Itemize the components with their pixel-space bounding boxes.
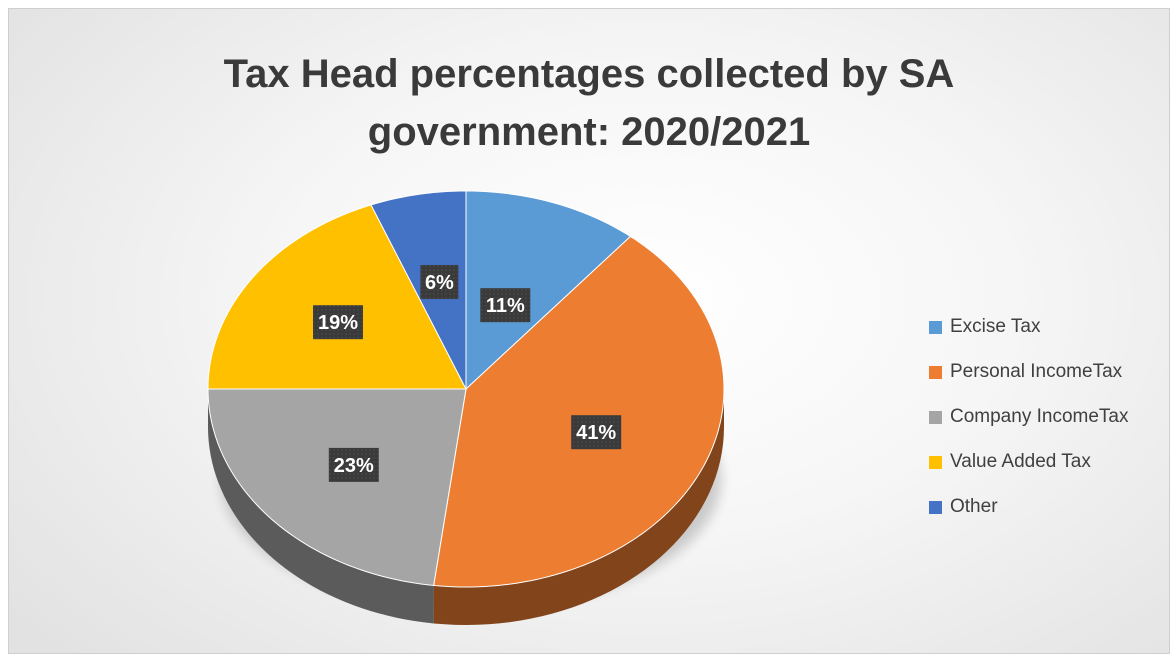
data-label-box: [571, 415, 622, 450]
pie-slice-company-incometax: [207, 388, 467, 586]
legend-swatch: [929, 320, 942, 334]
pie-slice-value-added-tax: [207, 204, 467, 390]
legend-item-personal-incometax: Personal IncomeTax: [929, 354, 1128, 390]
legend-label: Personal IncomeTax: [950, 361, 1123, 382]
legend-item-value-added-tax: Value Added Tax: [929, 444, 1128, 480]
legend-swatch: [929, 500, 942, 514]
legend: Excise Tax Personal IncomeTax Company Inco…: [929, 309, 1128, 534]
pie-sides: [208, 389, 724, 625]
data-label-personal-incometax: 41%: [571, 415, 622, 450]
data-label-text: 6%: [425, 272, 454, 294]
data-label-text: 19%: [318, 312, 358, 334]
legend-item-excise-tax: Excise Tax: [929, 309, 1128, 345]
pie-labels: 11% 41% 23% 19% 6%: [313, 265, 622, 482]
data-label-box: [420, 265, 459, 299]
pie-slice-personal-incometax: [433, 235, 725, 588]
pie-side-personal-incometax: [433, 389, 724, 625]
data-label-other: 6%: [420, 265, 459, 299]
legend-label: Company IncomeTax: [950, 406, 1129, 427]
chart-area: Tax Head percentages collected by SA gov…: [8, 8, 1170, 654]
pie-slice-excise-tax: [465, 190, 632, 391]
data-label-text: 23%: [334, 455, 374, 477]
legend-item-other: Other: [929, 489, 1128, 525]
legend-swatch: [929, 455, 942, 469]
pie-side-company-incometax: [208, 389, 434, 624]
legend-item-company-incometax: Company IncomeTax: [929, 399, 1128, 435]
legend-label: Excise Tax: [950, 316, 1041, 337]
data-label-box: [313, 305, 363, 340]
data-label-text: 11%: [486, 295, 525, 317]
chart-title-line-2: government: 2020/2021: [367, 110, 811, 154]
pie-slice-other: [370, 190, 467, 390]
legend-label: Value Added Tax: [950, 451, 1091, 472]
legend-swatch: [929, 365, 942, 379]
pie-tops: [207, 190, 725, 588]
chart-title-line-1: Tax Head percentages collected by SA: [223, 52, 955, 96]
data-label-company-incometax: 23%: [328, 447, 379, 482]
chart-title: Tax Head percentages collected by SA gov…: [9, 45, 1169, 161]
data-label-text: 41%: [576, 422, 616, 444]
legend-swatch: [929, 410, 942, 424]
data-label-box: [480, 288, 531, 323]
data-label-box: [328, 447, 379, 482]
legend-label: Other: [950, 496, 998, 517]
pie-chart: 11% 41% 23% 19% 6%: [207, 190, 725, 625]
data-label-excise-tax: 11%: [480, 288, 531, 323]
data-label-value-added-tax: 19%: [313, 305, 363, 340]
